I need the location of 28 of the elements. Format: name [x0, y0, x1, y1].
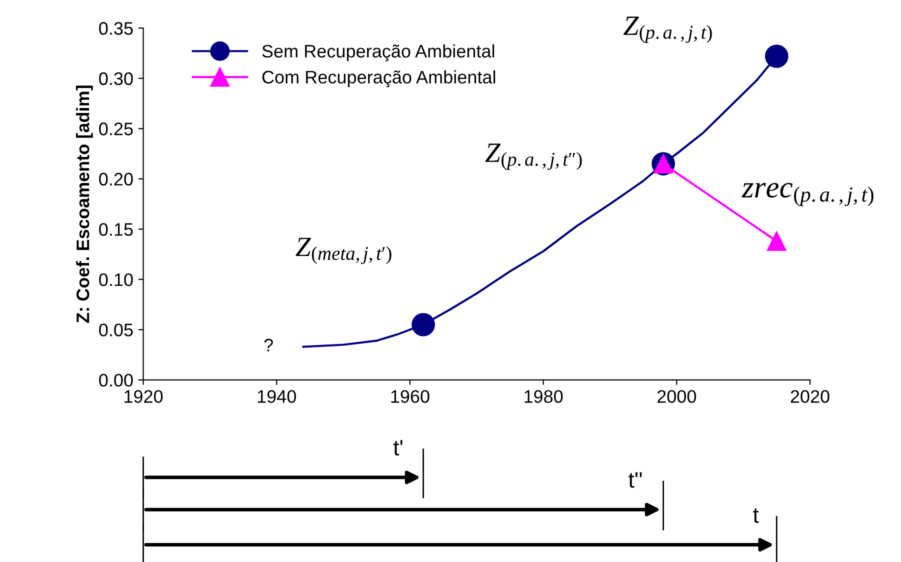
annotation: Z$_{(meta,j,t′)}$	[296, 238, 392, 264]
y-tick-label: 0.00	[99, 374, 133, 387]
y-tick-label: 0.25	[99, 122, 133, 136]
y-tick-label: 0.35	[99, 22, 133, 35]
text: t	[753, 508, 759, 523]
x-tick-label: 1960	[391, 390, 430, 403]
y-tick-label: 0.15	[99, 223, 133, 236]
annotation: ?	[264, 338, 273, 352]
annotation: zrec$_{(p.a.,j,t)}$	[742, 182, 874, 206]
x-tick-label: 2000	[657, 390, 696, 403]
y-axis-title: Z: Coef. Escoamento [adim]	[76, 86, 93, 323]
y-tick-label: 0.05	[99, 324, 133, 336]
x-tick-label: 1980	[524, 390, 563, 403]
annotation: Z$_{(p.a.,j,t″)}$	[485, 144, 582, 170]
x-tick-label: 2020	[790, 390, 830, 403]
text: t'	[393, 440, 402, 456]
legend-label: Com Recuperação Ambiental	[262, 70, 496, 88]
point	[764, 44, 788, 68]
legend-label: Sem Recuperação Ambiental	[262, 44, 494, 62]
point	[766, 231, 786, 251]
x-tick-label: 1920	[124, 390, 163, 403]
text: t''	[628, 472, 642, 488]
x-tick-label: 1940	[258, 390, 296, 403]
y-tick-label: 0.10	[99, 273, 133, 286]
point	[412, 312, 435, 336]
y-tick-label: 0.30	[99, 72, 133, 86]
annotation: Z$_{(p.a.,j,t)}$	[624, 16, 712, 43]
y-tick-label: 0.20	[99, 172, 133, 186]
